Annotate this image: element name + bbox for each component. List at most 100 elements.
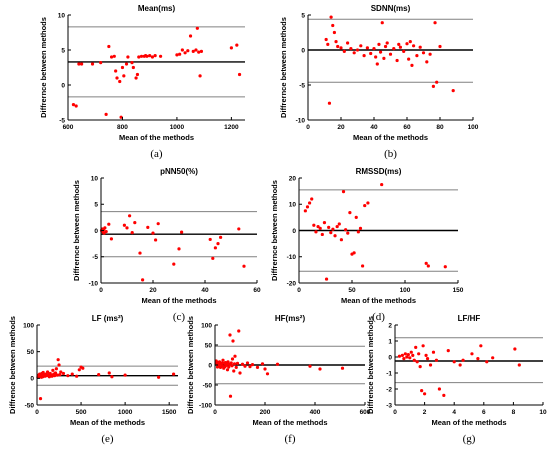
x-tick-label: 60 <box>253 287 261 294</box>
y-tick-label: 0 <box>301 47 305 54</box>
data-point <box>141 278 145 282</box>
x-axis-label: Mean of the methods <box>341 296 416 305</box>
data-point <box>403 352 407 356</box>
data-point <box>458 363 462 367</box>
data-point <box>415 54 419 58</box>
data-point <box>119 115 123 119</box>
data-point <box>38 397 43 401</box>
y-tick-label: 0 <box>388 354 392 361</box>
data-point <box>406 353 410 357</box>
data-point <box>145 54 149 58</box>
y-axis-label: Diffrernce between methods <box>72 180 81 281</box>
y-axis-label: Diffrence between methods <box>8 316 17 414</box>
data-point <box>479 344 483 348</box>
data-point <box>99 61 103 65</box>
data-point <box>397 354 402 358</box>
data-point <box>517 363 521 367</box>
x-tick-label: 200 <box>260 409 271 416</box>
data-point <box>395 58 399 63</box>
data-point <box>346 231 350 235</box>
data-point <box>45 370 50 374</box>
data-point <box>112 54 116 58</box>
y-axis-label: Diffrernce between methods <box>279 17 288 118</box>
data-point <box>342 49 346 54</box>
data-point <box>54 367 58 371</box>
data-point <box>208 237 212 242</box>
x-tick-label: 1000 <box>170 124 185 131</box>
data-point <box>425 60 429 64</box>
x-axis-label: Mean of the methods <box>70 418 145 427</box>
x-tick-label: 1200 <box>224 124 239 131</box>
x-tick-label: 1000 <box>118 409 133 416</box>
data-point <box>133 221 137 225</box>
data-point <box>424 261 428 265</box>
data-point <box>388 52 393 56</box>
data-point <box>195 26 199 30</box>
data-point <box>233 354 237 358</box>
y-tick-label: -10 <box>287 254 297 261</box>
data-point <box>123 373 127 377</box>
data-point <box>138 251 142 255</box>
data-point <box>433 21 437 25</box>
data-point <box>226 360 230 364</box>
data-point <box>131 65 135 70</box>
data-point <box>349 47 353 51</box>
data-point <box>318 367 322 371</box>
y-tick-label: 5 <box>94 202 98 209</box>
x-tick-label: 10 <box>539 409 547 416</box>
chart-panel-g: 0 2 4 6 8 10 -3 -2 -1 0 1 2 LF/HF Mean of the methods… <box>366 314 547 445</box>
x-tick-label: 4 <box>452 409 456 416</box>
data-point <box>305 205 310 209</box>
panel-caption: (e) <box>101 433 114 445</box>
data-point <box>229 361 233 365</box>
data-point <box>150 55 155 59</box>
data-point <box>235 361 240 365</box>
panel-caption: (c) <box>173 311 186 323</box>
data-point <box>157 375 161 379</box>
data-point <box>158 54 163 58</box>
chart-panel-c: 0 20 40 60 -10 -5 0 5 10 pNN50(%) Mean of the meth… <box>72 167 261 323</box>
chart-panel-b: 0 20 40 60 80 100 -10 -5 0 5 SDNN(ms) Mean of the m… <box>279 4 479 160</box>
chart-title: RMSSD(ms) <box>356 167 402 176</box>
y-tick-label: -5 <box>59 117 65 124</box>
data-point <box>198 74 202 78</box>
data-point <box>470 352 474 356</box>
data-point <box>352 251 356 255</box>
data-point <box>75 374 79 378</box>
data-point <box>402 49 406 54</box>
y-tick-label: -1 <box>386 370 392 377</box>
x-tick-label: 40 <box>370 124 378 131</box>
data-point <box>417 352 421 356</box>
x-tick-label: 400 <box>310 409 321 416</box>
data-point <box>379 50 383 54</box>
data-point <box>130 61 134 65</box>
x-tick-label: 40 <box>201 287 209 294</box>
x-tick-label: 600 <box>360 409 371 416</box>
data-point <box>81 366 85 370</box>
data-point <box>415 360 419 364</box>
data-point <box>443 265 447 269</box>
data-point <box>333 234 337 238</box>
data-point <box>418 45 422 49</box>
data-point <box>491 356 495 360</box>
data-point <box>263 367 267 371</box>
y-axis-label: Diffrence between methods <box>366 316 375 414</box>
panel-caption: (b) <box>384 148 397 160</box>
data-point <box>310 197 314 201</box>
data-point <box>331 227 335 231</box>
data-point <box>211 256 215 260</box>
x-tick-label: 0 <box>35 409 39 416</box>
data-point <box>61 371 66 376</box>
data-point <box>53 374 57 378</box>
data-point <box>135 72 140 77</box>
data-point <box>435 80 439 84</box>
data-point <box>324 37 328 42</box>
data-point <box>172 262 176 266</box>
data-point <box>134 76 138 80</box>
y-tick-label: 0 <box>61 82 65 89</box>
data-point <box>232 369 236 373</box>
data-point <box>322 221 327 225</box>
data-point <box>245 361 250 365</box>
data-point <box>418 365 422 369</box>
data-point <box>104 112 108 116</box>
